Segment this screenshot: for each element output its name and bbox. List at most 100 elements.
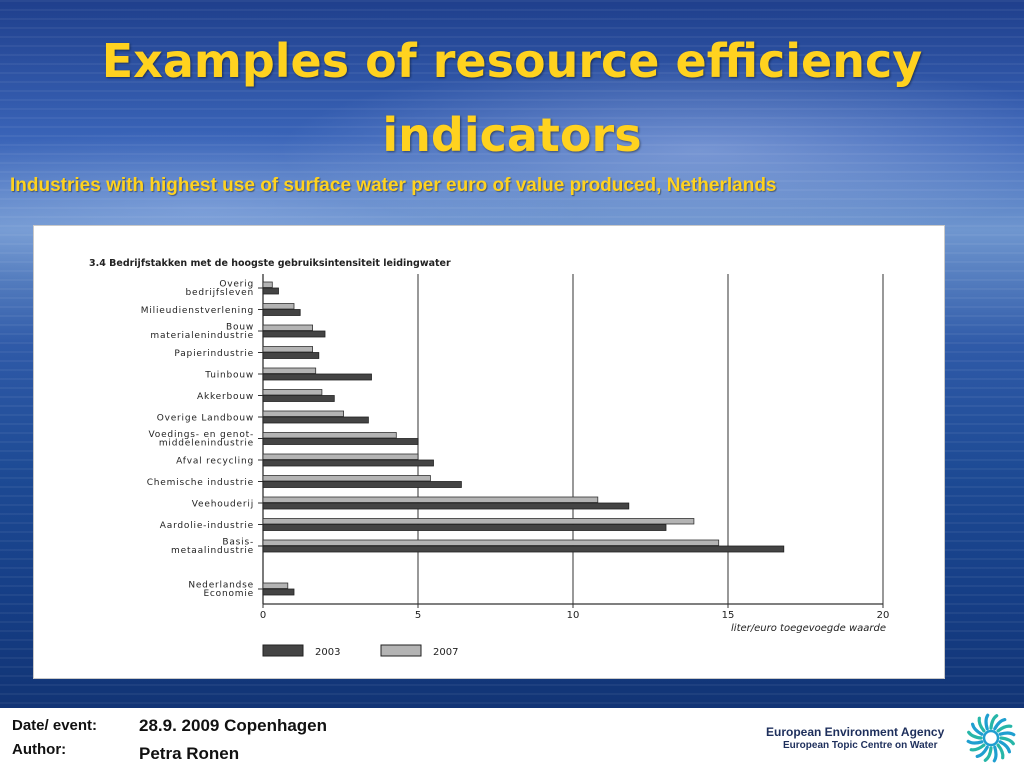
sun-ray <box>969 743 986 752</box>
bar-2003 <box>262 545 785 553</box>
category-label-line: Bouw <box>226 323 254 333</box>
category-label-line: metaalindustrie <box>171 546 254 556</box>
category-label-line: Economie <box>203 589 254 599</box>
bar-2007 <box>262 475 431 482</box>
legend-swatch-2007 <box>380 644 422 657</box>
x-tick-label: 15 <box>722 610 735 621</box>
category-label-line: Veehouderij <box>192 500 254 510</box>
bar-2003 <box>262 524 667 531</box>
sun-ray <box>998 731 1016 737</box>
category-label-line: Overig <box>219 280 254 290</box>
title-line-2: indicators <box>382 108 642 162</box>
sun-rays-icon <box>966 713 1016 763</box>
x-tick-label: 0 <box>260 610 266 621</box>
slide-title: Examples of resource efficiency indicato… <box>0 24 1024 172</box>
category-label-line: Milieudienstverlening <box>141 306 254 316</box>
category-label-line: Aardolie-industrie <box>160 521 254 531</box>
slide-subtitle: Industries with highest use of surface w… <box>10 175 777 196</box>
category-label-line: Voedings- en genot- <box>149 430 254 440</box>
category-label-line: Chemische industrie <box>147 478 254 488</box>
bar-2003 <box>262 395 335 402</box>
category-label: Tuinbouw <box>204 371 254 381</box>
sun-ray <box>967 730 983 740</box>
bar-2007 <box>262 281 273 288</box>
category-label: Basis-metaalindustrie <box>171 538 254 557</box>
category-label-line: middelenindustrie <box>159 439 254 449</box>
legend-swatch-2003 <box>262 644 304 657</box>
category-label: Papierindustrie <box>174 349 254 359</box>
agency-subtitle: European Topic Centre on Water <box>783 740 938 751</box>
sun-ray <box>984 713 990 731</box>
category-label: Nederlandse Economie <box>188 581 254 600</box>
bar-2003 <box>262 438 419 445</box>
legend-label-2007: 2007 <box>433 647 458 658</box>
sun-ray <box>966 739 984 745</box>
bar-chart: 3.4 Bedrijfstakken met de hoogste gebrui… <box>89 258 890 658</box>
agency-name: European Environment Agency <box>766 725 945 739</box>
bar-2003 <box>262 588 295 596</box>
bar-2007 <box>262 496 599 503</box>
category-label: Milieudienstverlening <box>141 306 254 316</box>
category-label: Bouw materialenindustrie <box>150 323 254 342</box>
category-label-line: Afval recycling <box>176 457 254 467</box>
chart-panel: 3.4 Bedrijfstakken met de hoogste gebrui… <box>33 225 945 679</box>
x-tick-label: 20 <box>877 610 890 621</box>
sun-ray <box>992 745 998 763</box>
bar-2007 <box>262 539 720 546</box>
chart-title: 3.4 Bedrijfstakken met de hoogste gebrui… <box>89 258 451 269</box>
x-tick-label: 10 <box>567 610 580 621</box>
x-tick-label: 5 <box>415 610 421 621</box>
eea-logo-icon <box>966 713 1016 763</box>
date-event-value: 28.9. 2009 Copenhagen <box>139 716 328 735</box>
sun-ray <box>998 740 1011 754</box>
category-label-line: Papierindustrie <box>174 349 254 359</box>
category-label: Aardolie-industrie <box>160 521 254 531</box>
bar-2003 <box>262 330 326 338</box>
bar-2003 <box>262 373 372 381</box>
sun-ray <box>996 724 1013 733</box>
author-value: Petra Ronen <box>139 744 240 763</box>
footer: Date/ event: Author: 28.9. 2009 Copenhag… <box>0 708 1024 768</box>
category-label: Afval recycling <box>176 457 254 467</box>
sun-ray <box>993 718 1007 731</box>
sun-ray <box>999 736 1015 746</box>
category-label-line: Overige Landbouw <box>157 414 254 424</box>
sun-ray <box>977 716 986 733</box>
category-label-line: Nederlandse <box>188 581 254 591</box>
sun-ray <box>996 743 1005 760</box>
author-label: Author: <box>12 741 67 758</box>
bar-2003 <box>262 309 301 316</box>
bar-2007 <box>262 303 295 310</box>
bar-2007 <box>262 582 289 589</box>
x-axis-label: liter/euro toegevoegde waarde <box>731 623 886 634</box>
bar-2007 <box>262 367 317 374</box>
category-label: Chemische industrie <box>147 478 254 488</box>
bar-2003 <box>262 352 320 359</box>
bar-2007 <box>262 432 397 439</box>
bar-2003 <box>262 459 434 467</box>
bar-2007 <box>262 453 419 460</box>
title-line-1: Examples of resource efficiency <box>101 34 923 88</box>
sun-ray <box>975 745 989 758</box>
legend-label-2003: 2003 <box>315 647 340 658</box>
category-label: Overige Landbouw <box>157 414 254 424</box>
bar-2007 <box>262 324 313 331</box>
category-label: Voedings- en genot-middelenindustrie <box>149 430 254 449</box>
category-label: Akkerbouw <box>197 392 254 402</box>
sun-ray <box>971 722 984 736</box>
bar-2003 <box>262 416 369 424</box>
bar-2007 <box>262 346 313 353</box>
category-label-line: Akkerbouw <box>197 392 254 402</box>
sun-ray <box>989 714 999 730</box>
plot-area: Overig bedrijfsleven Milieudienstverlening… <box>141 274 890 621</box>
sun-ray <box>983 746 993 762</box>
legend: 2003 2007 <box>262 644 458 658</box>
category-label: Overig bedrijfsleven <box>185 280 254 299</box>
category-label: Veehouderij <box>192 500 254 510</box>
category-label-line: materialenindustrie <box>150 331 254 341</box>
bar-2007 <box>262 389 323 396</box>
eea-branding: European Environment Agency European Top… <box>756 708 1024 768</box>
bar-2007 <box>262 410 344 417</box>
category-label-line: bedrijfsleven <box>185 288 254 298</box>
bar-2003 <box>262 287 279 295</box>
